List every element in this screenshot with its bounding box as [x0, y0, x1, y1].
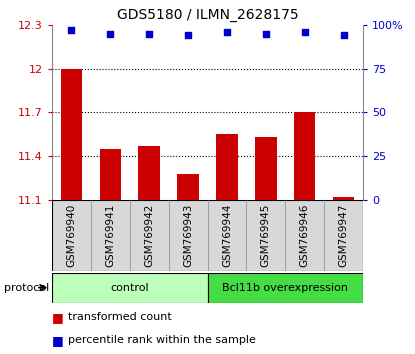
Bar — [61, 69, 82, 200]
Text: percentile rank within the sample: percentile rank within the sample — [68, 335, 256, 346]
Point — [107, 31, 114, 36]
Bar — [216, 134, 238, 200]
Title: GDS5180 / ILMN_2628175: GDS5180 / ILMN_2628175 — [117, 8, 298, 22]
Point — [301, 29, 308, 35]
Bar — [177, 174, 199, 200]
Bar — [294, 113, 315, 200]
Point — [146, 31, 152, 36]
Text: ■: ■ — [52, 311, 63, 324]
Text: Bcl11b overexpression: Bcl11b overexpression — [222, 282, 348, 293]
Text: GSM769942: GSM769942 — [144, 204, 154, 267]
Bar — [52, 273, 208, 303]
Text: control: control — [110, 282, 149, 293]
Text: ■: ■ — [52, 334, 63, 347]
Point — [340, 33, 347, 38]
Bar — [333, 197, 354, 200]
Bar — [100, 149, 121, 200]
Bar — [255, 137, 276, 200]
Text: transformed count: transformed count — [68, 312, 171, 322]
Bar — [139, 146, 160, 200]
Text: protocol: protocol — [4, 282, 49, 293]
Bar — [208, 273, 363, 303]
Text: GSM769941: GSM769941 — [105, 204, 115, 267]
Text: GSM769943: GSM769943 — [183, 204, 193, 267]
Point — [224, 29, 230, 35]
Point — [185, 33, 191, 38]
Point — [263, 31, 269, 36]
Text: GSM769947: GSM769947 — [339, 204, 349, 267]
Text: GSM769945: GSM769945 — [261, 204, 271, 267]
Text: GSM769940: GSM769940 — [66, 204, 76, 267]
Point — [68, 27, 75, 33]
Text: GSM769944: GSM769944 — [222, 204, 232, 267]
Text: GSM769946: GSM769946 — [300, 204, 310, 267]
